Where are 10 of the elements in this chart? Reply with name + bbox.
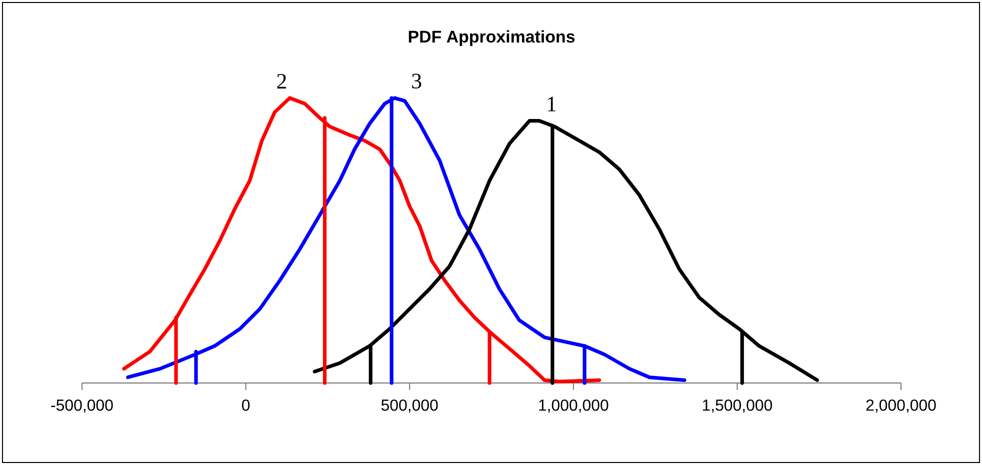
x-tick-label: 500,000 <box>381 400 438 413</box>
x-tick-label: 1,500,000 <box>702 400 772 413</box>
chart-title: PDF Approximations <box>408 30 575 46</box>
series-label: 1 <box>548 96 556 112</box>
x-tick-label: -500,000 <box>51 400 113 413</box>
series-label: 2 <box>277 74 286 88</box>
x-tick-label: 0 <box>242 400 250 411</box>
series-label: 3 <box>412 74 422 88</box>
x-tick-label: 2,000,000 <box>866 400 936 413</box>
x-tick-label: 1,000,000 <box>539 400 608 413</box>
